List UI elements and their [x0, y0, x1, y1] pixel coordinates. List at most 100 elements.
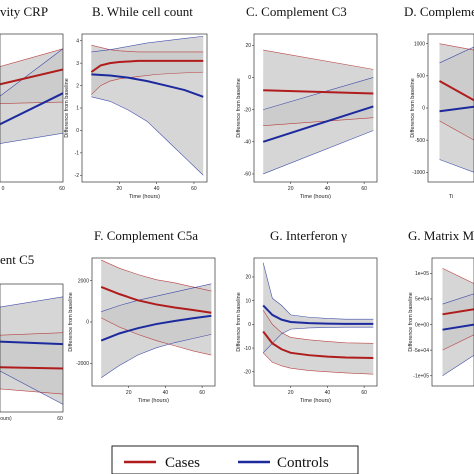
y-tick-label: 0 — [76, 128, 79, 134]
x-axis-label: Time (hours) — [300, 398, 331, 404]
ci-lower-cases — [0, 101, 63, 104]
ci-upper-cases — [442, 267, 474, 284]
x-tick-label: 40 — [154, 186, 160, 192]
x-tick-label: 20 — [288, 390, 294, 396]
ci-lower-controls — [101, 334, 212, 378]
y-tick-label: 2000 — [78, 278, 89, 284]
y-tick-label: 1e+05 — [415, 271, 429, 277]
series-line-cases — [100, 285, 212, 314]
panel-2: -2 -1 0 1 2 3 4 Difference from baseline 20 40 60 T… — [64, 4, 208, 200]
x-axis-label: Time (hours) — [138, 398, 169, 404]
ci-lower-controls — [263, 130, 374, 175]
series-line-cases — [263, 89, 374, 95]
x-axis-label: Time (hours) — [129, 194, 160, 200]
series-line-controls — [262, 304, 374, 325]
y-tick-label: 2 — [76, 83, 79, 89]
x-axis-label: Time (hours) — [300, 194, 331, 200]
x-tick-label: 60 — [57, 416, 63, 422]
ci-upper-cases — [101, 259, 212, 292]
x-tick-label: 40 — [163, 390, 169, 396]
panel-title: F. Complement C5a — [94, 228, 198, 243]
ci-band-controls — [91, 36, 204, 176]
y-tick-label: -20 — [244, 369, 251, 375]
y-tick-label: 4 — [76, 38, 79, 44]
x-tick-label: 60 — [199, 390, 205, 396]
plot-content — [262, 49, 374, 175]
y-axis-label: Difference from baseline — [236, 292, 242, 352]
series-line-cases — [439, 80, 474, 102]
y-tick-label: 10 — [245, 298, 251, 304]
legend: Cases Controls — [111, 445, 359, 474]
axes-frame — [253, 33, 378, 183]
plot-content — [442, 267, 474, 377]
y-axis-label: Difference from baseline — [410, 78, 416, 138]
panel-4: -1000 -500 0 500 1000 Difference from baselin… — [404, 4, 474, 200]
y-tick-label: -1e+05 — [413, 373, 429, 379]
series-line-cases — [262, 330, 374, 360]
ci-lower-controls — [442, 355, 474, 377]
y-tick-label: 1 — [76, 106, 79, 112]
y-axis-label: Difference from baseline — [64, 78, 70, 138]
x-tick-label: 0 — [2, 186, 5, 192]
ci-lower-cases — [263, 117, 374, 126]
x-axis-label: Ti — [449, 194, 453, 200]
panel-1: 0 60 vity CRP — [0, 4, 65, 192]
y-tick-label: -1 — [75, 151, 80, 157]
ci-upper-controls — [0, 48, 63, 97]
ci-lower-cases — [262, 352, 374, 375]
x-tick-label: 60 — [361, 390, 367, 396]
ci-band-controls — [0, 296, 63, 405]
ci-upper-cases — [91, 44, 204, 53]
x-tick-label: 40 — [325, 390, 331, 396]
ci-lower-controls — [0, 370, 63, 405]
panel-title: ent C5 — [0, 252, 34, 267]
ci-lower-cases — [439, 120, 474, 141]
legend-box — [111, 445, 359, 474]
panel-title: vity CRP — [0, 4, 48, 19]
x-tick-label: 20 — [117, 186, 123, 192]
plot-content — [0, 296, 63, 405]
ci-upper-controls — [91, 35, 204, 53]
plot-content — [100, 259, 212, 378]
series-line-controls — [0, 92, 63, 126]
ci-upper-cases — [0, 48, 63, 67]
y-axis-label: Difference from baseline — [68, 292, 74, 352]
y-tick-label: -40 — [244, 139, 251, 145]
panel-3: -60 -40 -20 0 20 Difference from baseline 20 40… — [236, 4, 378, 200]
y-tick-label: -500 — [415, 138, 425, 144]
x-tick-label: 60 — [59, 186, 65, 192]
ci-upper-cases — [262, 309, 374, 344]
series-line-controls — [91, 73, 204, 98]
panel-5: ours) 60 ent C5 — [0, 252, 64, 422]
y-tick-label: 5e+04 — [415, 297, 429, 303]
y-axis-label: Difference from baseline — [408, 292, 414, 352]
series-line-cases — [90, 59, 204, 73]
panel-title: G. Matrix M — [408, 228, 474, 243]
plot-content — [262, 262, 374, 375]
plot-content — [0, 48, 63, 144]
y-tick-label: 0e+00 — [415, 322, 429, 328]
plot-content — [439, 43, 474, 173]
ci-band-controls — [442, 293, 474, 376]
y-tick-label: 0 — [422, 106, 425, 112]
ci-lower-cases — [442, 334, 474, 351]
ci-upper-controls — [262, 262, 374, 320]
panel-title: G. Interferon γ — [270, 228, 347, 243]
plot-content — [90, 35, 204, 176]
y-tick-label: 3 — [76, 61, 79, 67]
ci-lower-cases — [101, 317, 212, 356]
series-line-cases — [0, 68, 63, 86]
series-line-controls — [0, 340, 63, 346]
ci-lower-controls — [0, 132, 63, 144]
axes-frame — [253, 257, 378, 387]
y-tick-label: 0 — [86, 320, 89, 326]
ci-lower-controls — [91, 96, 204, 176]
panel-7: -20 -10 0 10 20 Difference from baseline 20 40 6… — [236, 228, 378, 404]
panel-title: B. While cell count — [92, 4, 193, 19]
ci-upper-controls — [263, 77, 374, 110]
x-tick-label: 40 — [325, 186, 331, 192]
series-line-controls — [439, 105, 474, 113]
panel-title: C. Complement C3 — [246, 4, 347, 19]
y-tick-label: -10 — [244, 346, 251, 352]
